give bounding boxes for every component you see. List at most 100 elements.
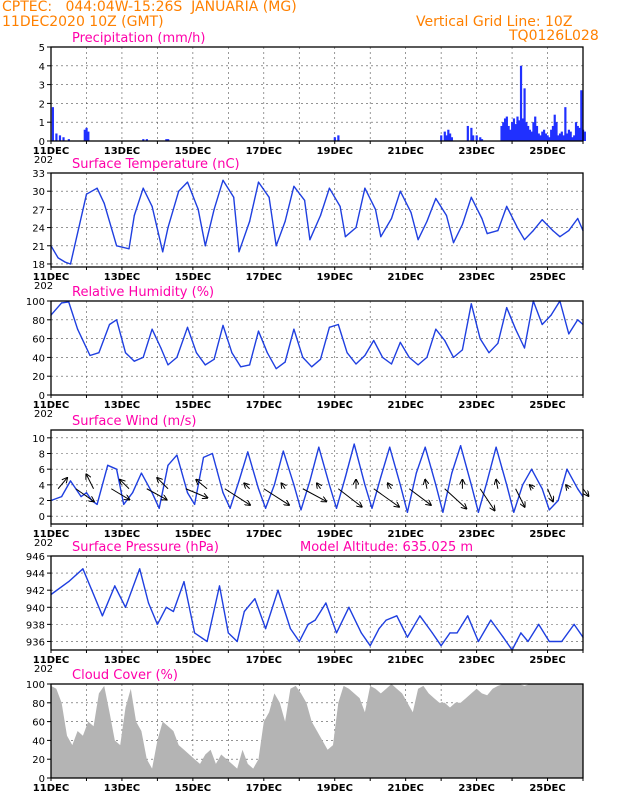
data-point (568, 333, 570, 335)
wind-vector (530, 485, 534, 489)
panel-3: 0 20 40 60 80 100 11DEC 13DEC 15DEC 17DEC 19DEC 21D… (26, 285, 584, 420)
y-tick-label: 20 (32, 372, 45, 383)
data-point (424, 446, 426, 448)
data-point (360, 632, 362, 634)
precip-bar (583, 131, 586, 141)
data-point (541, 323, 543, 326)
precip-bar (569, 131, 572, 141)
data-point (346, 352, 348, 354)
precip-bar (542, 129, 546, 141)
data-point (382, 356, 384, 358)
data-point (520, 632, 522, 634)
precip-bar (580, 90, 583, 141)
precip-bar (573, 135, 576, 141)
data-point (61, 302, 63, 304)
y-tick-label: 100 (26, 680, 45, 691)
data-point (204, 364, 206, 366)
x-tick-label: 19DEC (317, 783, 353, 794)
data-point (406, 636, 409, 638)
data-point (307, 623, 309, 625)
precip-bar (167, 139, 170, 141)
series-line (50, 179, 584, 265)
data-point (435, 197, 437, 200)
precip-bar (472, 135, 475, 141)
precip-bar (449, 133, 452, 141)
precip-bar (535, 125, 539, 141)
data-point (302, 356, 304, 358)
data-point (69, 480, 72, 482)
wind-vector (425, 480, 427, 489)
precip-bar (475, 135, 478, 141)
x-year-label-clipped: 202 (34, 155, 53, 166)
wind-vector (185, 488, 208, 498)
data-point (213, 358, 215, 360)
data-point (229, 507, 231, 509)
data-point (194, 503, 196, 506)
precip-bar (333, 137, 336, 141)
data-point (140, 472, 143, 474)
y-tick-label: 946 (26, 552, 45, 563)
data-point (238, 251, 240, 253)
x-tick-label: 23DEC (458, 655, 494, 666)
data-point (344, 476, 346, 478)
precip-bar (557, 135, 560, 141)
data-point (523, 347, 526, 349)
y-tick-label: 4 (39, 481, 45, 492)
x-tick-label: 21DEC (387, 146, 423, 157)
precip-bar (83, 129, 86, 141)
y-tick-label: 8 (39, 450, 45, 461)
data-point (390, 217, 393, 220)
y-tick-label: 3 (39, 81, 45, 92)
data-point (461, 349, 464, 351)
precip-bar (527, 125, 530, 141)
precip-bar (87, 131, 90, 141)
data-point (335, 507, 338, 509)
data-point (273, 484, 276, 486)
data-point (293, 484, 295, 486)
panel-frame (50, 300, 584, 396)
x-tick-label: 19DEC (317, 529, 353, 540)
data-point (227, 632, 229, 634)
data-point (222, 492, 224, 494)
panel-4: 0 2 4 6 8 10 11DEC 13DEC 15DEC 17DEC 19DEC 21DEC 23D… (32, 414, 588, 549)
data-point (355, 226, 357, 229)
x-tick-label: 23DEC (458, 783, 494, 794)
data-point (506, 205, 508, 207)
x-tick-label: 13DEC (104, 783, 140, 794)
y-tick-label: 2 (39, 497, 45, 508)
data-point (116, 319, 118, 321)
series-line (50, 300, 584, 370)
x-tick-label: 19DEC (317, 272, 353, 283)
x-year-label-clipped: 202 (34, 664, 53, 675)
precip-bar (502, 122, 505, 141)
data-point (64, 261, 66, 263)
wind-vector (388, 483, 392, 488)
panel-frame (50, 555, 584, 651)
x-tick-label: 23DEC (458, 529, 494, 540)
data-point (98, 352, 100, 354)
y-tick-label: 27 (32, 205, 45, 216)
data-point (284, 220, 286, 223)
panel-2: 18 21 24 27 30 33 11DEC 13DEC 15DEC 17DEC 19DEC 21D… (32, 157, 584, 292)
panel-title: Surface Wind (m/s) (72, 414, 196, 429)
wind-vector (146, 488, 167, 500)
x-tick-label: 17DEC (246, 655, 282, 666)
data-point (390, 363, 393, 365)
data-point (183, 581, 185, 583)
header-model-code: TQ0126L028 (509, 28, 599, 44)
wind-vector (547, 488, 553, 502)
y-tick-label: 18 (32, 260, 45, 271)
precip-bar (503, 118, 507, 141)
data-point (523, 239, 526, 241)
data-point (89, 354, 91, 357)
data-point (339, 205, 341, 207)
data-point (577, 488, 579, 490)
data-point (293, 185, 295, 187)
precip-bar (479, 137, 482, 141)
data-point (107, 464, 109, 466)
precip-bar (546, 135, 549, 141)
wind-vector (244, 483, 250, 490)
x-tick-label: 13DEC (104, 272, 140, 283)
data-point (266, 352, 268, 354)
